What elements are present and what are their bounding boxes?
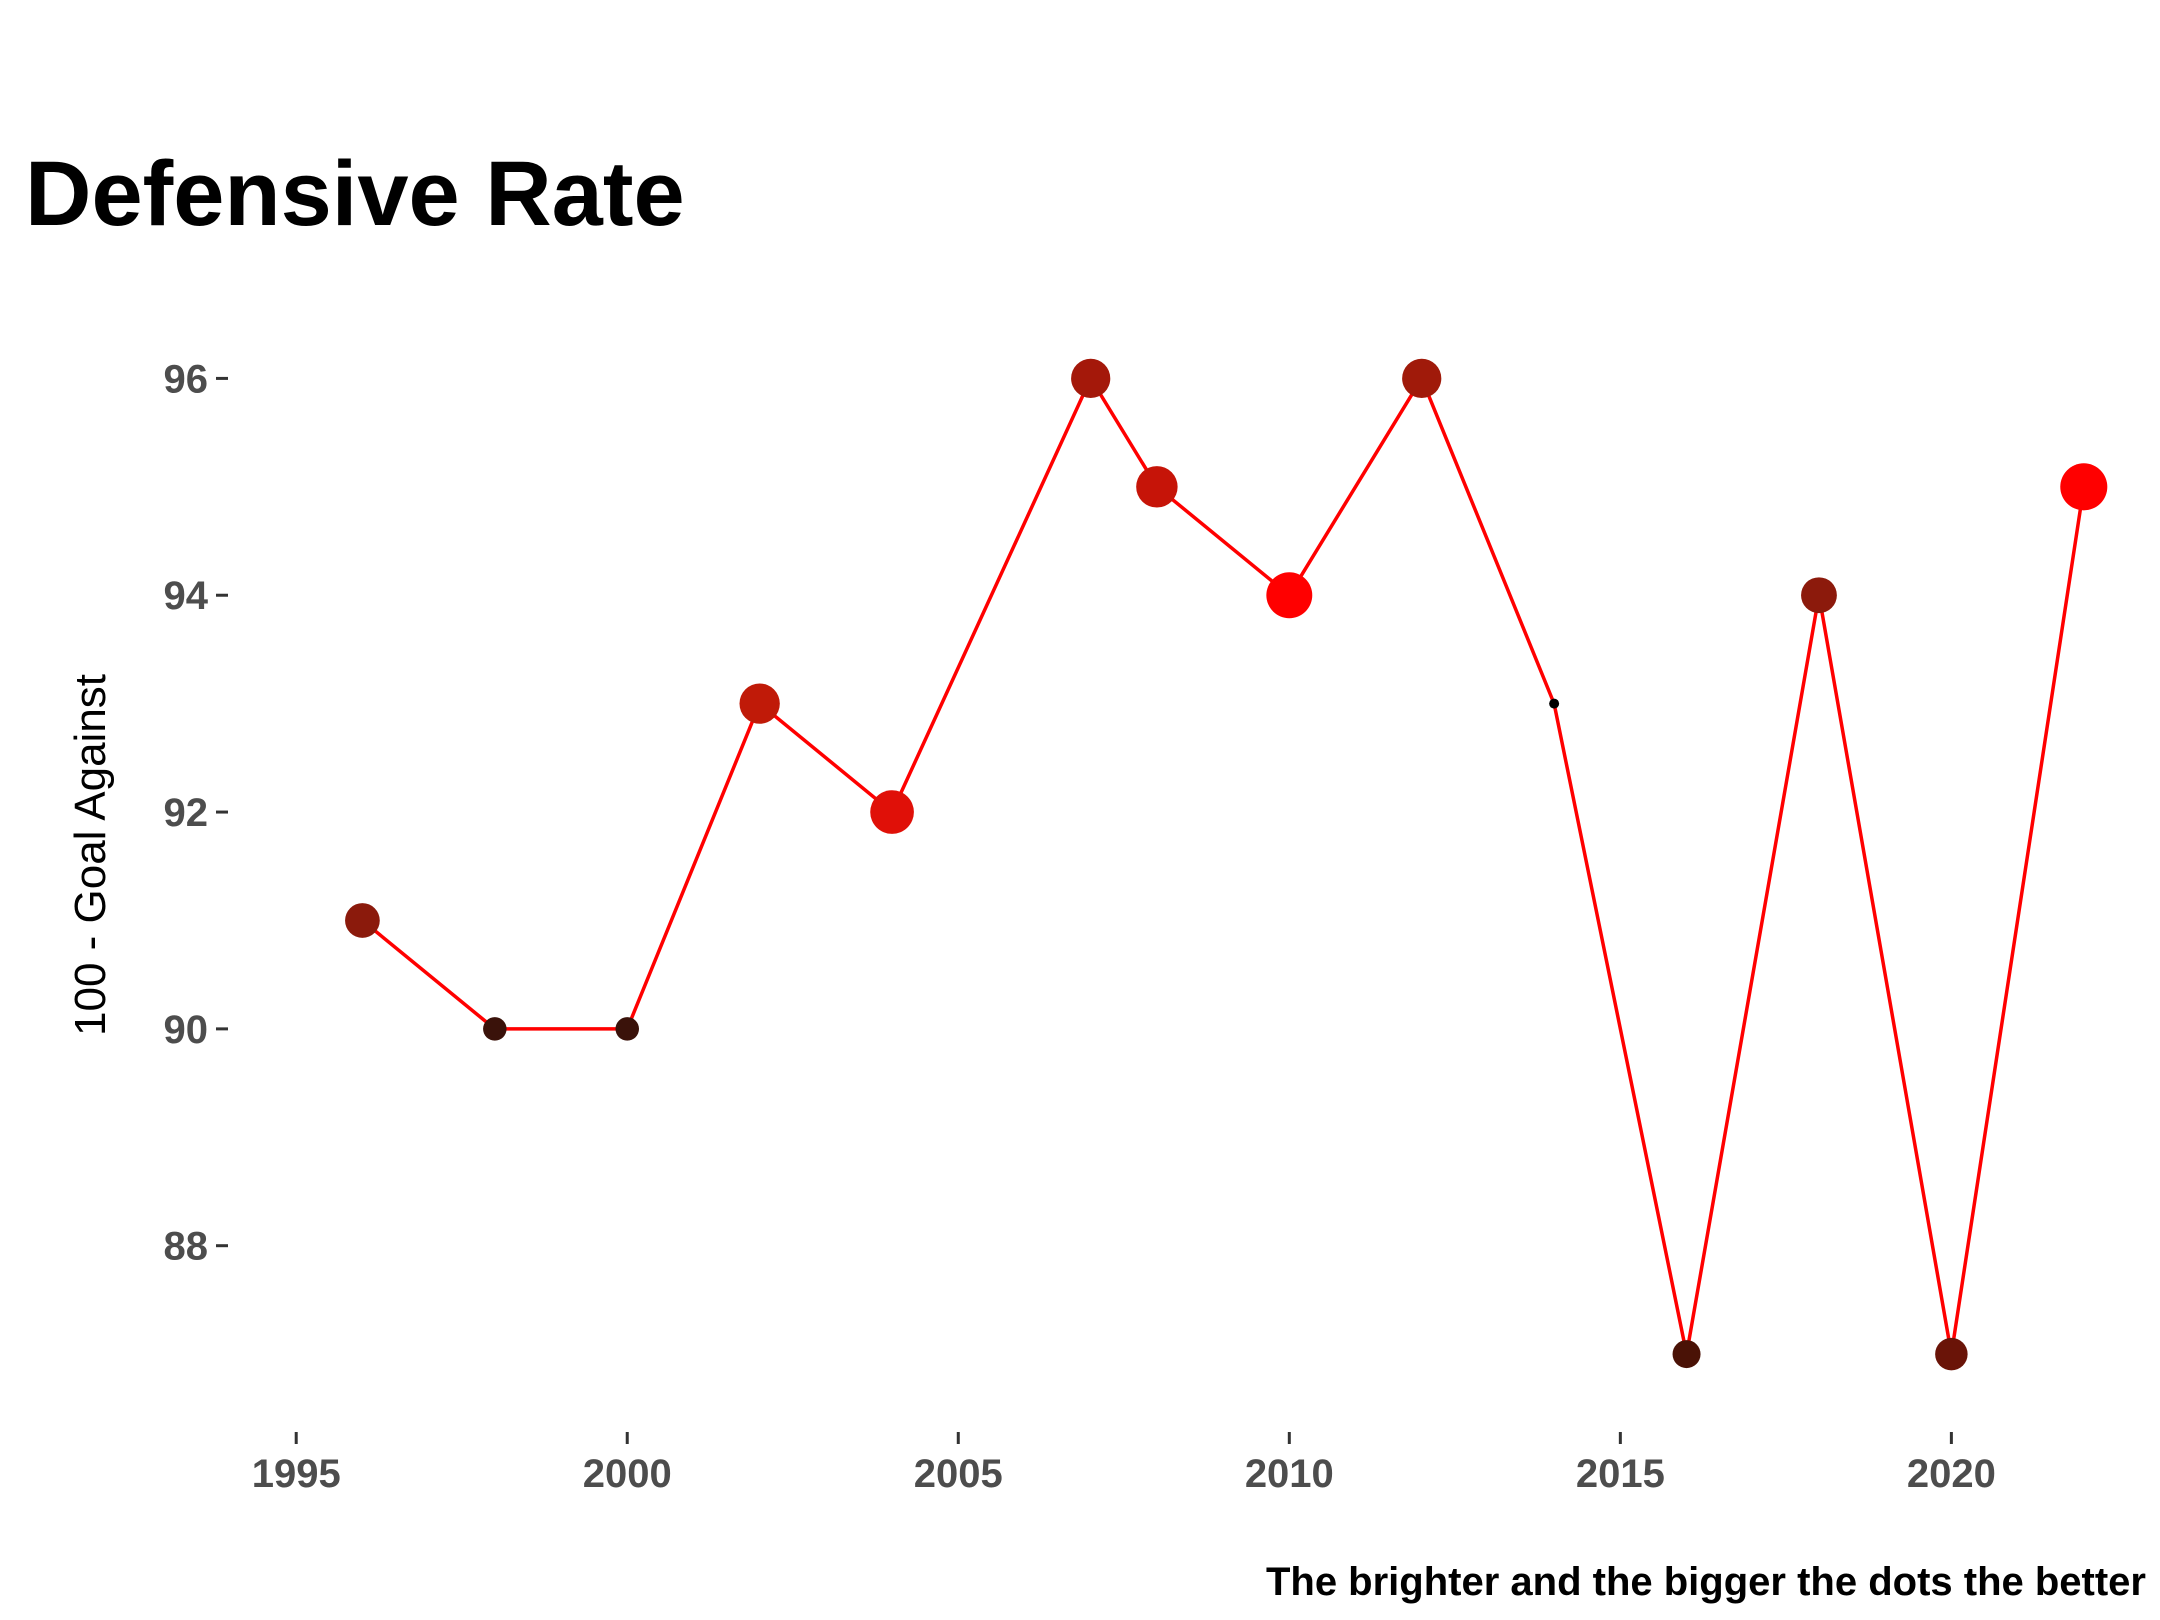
x-tick-label: 2015 [1576,1452,1665,1496]
x-tick-label: 2005 [914,1452,1003,1496]
data-point [2060,463,2108,511]
y-axis-ticks: 88 90 92 94 96 [164,357,228,1269]
data-point [1266,572,1313,619]
data-point [1402,358,1442,399]
x-axis-ticks: 1995 2000 2005 2010 2015 2020 [252,1432,1996,1496]
data-point [1071,358,1111,399]
chart-caption: The brighter and the bigger the dots the… [1266,1560,2146,1604]
data-point [1672,1340,1701,1369]
x-tick-label: 2020 [1907,1452,1996,1496]
y-tick-label: 96 [164,357,209,401]
x-tick-label: 2010 [1245,1452,1334,1496]
data-point [1549,698,1560,709]
y-tick-label: 90 [164,1008,209,1052]
data-points [345,358,2108,1371]
y-tick-label: 94 [164,574,209,618]
data-point [870,790,914,834]
data-point [739,683,780,724]
data-point [1801,577,1837,614]
data-point [1935,1337,1968,1371]
data-point [483,1017,507,1041]
y-tick-label: 88 [164,1225,209,1269]
x-tick-label: 1995 [252,1452,341,1496]
data-point [615,1017,640,1041]
y-axis-label: 100 - Goal Against [66,674,115,1036]
data-point [345,903,380,938]
chart-title: Defensive Rate [25,143,685,245]
series-line [361,376,2086,1356]
y-tick-label: 92 [164,791,209,835]
data-point [1136,466,1178,508]
x-tick-label: 2000 [583,1452,672,1496]
